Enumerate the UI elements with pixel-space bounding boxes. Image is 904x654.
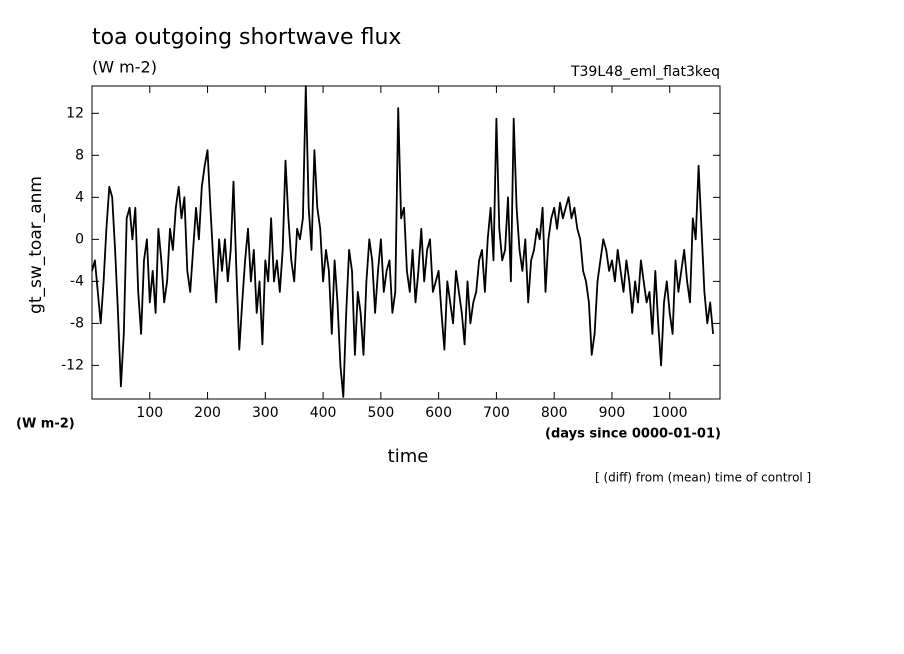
x-tick-label: 1000	[652, 405, 688, 421]
x-tick-label: 600	[425, 405, 452, 421]
data-line	[91, 85, 714, 398]
x-units: (days since 0000-01-01)	[545, 427, 721, 442]
y-tick-label: -8	[70, 315, 84, 331]
y-tick-label: 0	[75, 231, 84, 247]
x-tick-label: 200	[194, 405, 221, 421]
note: [ (diff) from (mean) time of control ]	[595, 471, 811, 485]
plot-frame	[91, 85, 721, 400]
chart-title: toa outgoing shortwave flux	[92, 25, 401, 50]
y-tick-label: 4	[75, 189, 84, 205]
x-tick-label: 300	[252, 405, 279, 421]
x-tick-label: 500	[368, 405, 395, 421]
y-tick-label: 8	[75, 147, 84, 163]
annotation: T39L48_eml_flat3keq	[570, 64, 720, 80]
x-axis-label: time	[388, 446, 429, 467]
x-tick-label: 800	[541, 405, 568, 421]
y-tick-label: 12	[66, 105, 84, 121]
x-tick-label: 100	[136, 405, 163, 421]
y-units: (W m-2)	[16, 417, 75, 432]
y-axis-label: gt_sw_toar_anm	[26, 176, 46, 314]
x-tick-label: 700	[483, 405, 510, 421]
y-tick-label: -12	[61, 357, 84, 373]
y-tick-label: -4	[70, 273, 84, 289]
chart-subtitle: (W m-2)	[92, 58, 157, 77]
x-tick-label: 400	[310, 405, 337, 421]
x-tick-label: 900	[599, 405, 626, 421]
